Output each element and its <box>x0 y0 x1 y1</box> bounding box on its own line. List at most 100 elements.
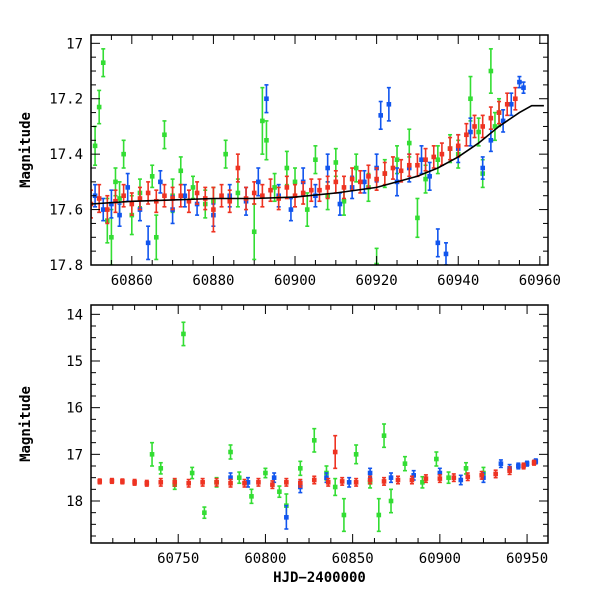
top-ticks <box>90 35 548 266</box>
data-point <box>288 197 294 222</box>
data-point <box>339 476 345 486</box>
data-point <box>236 471 242 485</box>
data-point <box>149 164 155 189</box>
data-point <box>264 84 269 114</box>
data-point <box>245 476 251 488</box>
x-tick-label: 60920 <box>356 273 398 289</box>
y-tick-label: 17 <box>66 36 83 52</box>
data-point <box>423 474 429 484</box>
x-tick-label: 60950 <box>506 551 548 567</box>
data-point <box>406 128 412 158</box>
data-point <box>137 186 143 211</box>
data-point <box>415 153 420 178</box>
data-point <box>158 169 163 194</box>
data-point <box>493 469 498 479</box>
data-point <box>446 471 451 485</box>
bottom-plot-frame <box>90 304 549 544</box>
data-point <box>162 183 167 208</box>
data-point <box>325 175 330 200</box>
x-tick-label: 60940 <box>437 273 479 289</box>
data-point <box>437 474 443 484</box>
data-point <box>292 183 298 208</box>
y-tick-label: 15 <box>66 354 83 370</box>
data-point <box>132 478 137 486</box>
data-point <box>402 455 408 472</box>
data-point <box>211 186 216 233</box>
data-point <box>381 476 387 486</box>
data-point <box>521 462 526 470</box>
data-point <box>153 214 159 261</box>
data-point <box>109 477 115 485</box>
data-point <box>388 472 394 484</box>
data-point <box>189 466 195 480</box>
data-point <box>153 189 159 214</box>
x-tick-label: 60800 <box>244 551 286 567</box>
data-point <box>264 120 269 161</box>
data-point <box>149 441 155 467</box>
data-point <box>251 181 257 205</box>
top-panel: 60860 60880 60900 60920 60940 60960 17 17.2 17.4… <box>18 34 561 289</box>
data-point <box>353 477 359 487</box>
data-point <box>120 478 125 485</box>
bottom-panel: 60750 60800 60850 60900 60950 14 15 16 17 18 Magni… <box>18 304 549 586</box>
data-point <box>178 183 184 208</box>
bottom-ticks <box>90 305 548 543</box>
data-point <box>390 156 396 180</box>
y-tick-label: 17 <box>66 447 83 463</box>
data-point <box>332 477 338 497</box>
y-tick-label: 17.2 <box>49 92 83 108</box>
data-point <box>92 125 98 167</box>
data-point <box>311 427 317 453</box>
x-tick-label: 60880 <box>192 273 234 289</box>
data-point <box>194 181 200 205</box>
data-point <box>260 86 265 155</box>
data-point <box>468 75 473 122</box>
data-point <box>249 488 254 505</box>
data-point <box>382 161 388 186</box>
y-tick-label: 17.6 <box>49 203 83 219</box>
data-point <box>419 145 424 175</box>
data-point <box>498 459 504 469</box>
data-point <box>298 478 303 488</box>
data-point <box>492 111 498 142</box>
data-point <box>256 477 261 487</box>
data-point <box>311 475 317 485</box>
data-point <box>129 192 135 216</box>
data-point <box>284 175 290 200</box>
data-point <box>251 203 257 261</box>
data-point <box>100 48 106 78</box>
data-point <box>409 475 415 485</box>
data-point <box>524 460 530 467</box>
data-point <box>214 477 219 487</box>
data-point <box>395 475 401 485</box>
data-point <box>284 504 289 530</box>
data-point <box>117 203 122 228</box>
data-point <box>284 477 289 487</box>
y-tick-label: 17.4 <box>49 147 83 163</box>
x-tick-label: 60900 <box>274 273 316 289</box>
data-point <box>496 100 502 125</box>
data-point <box>472 114 477 139</box>
data-point <box>434 451 439 467</box>
data-point <box>508 92 514 117</box>
data-point <box>504 92 510 117</box>
data-point <box>521 81 526 94</box>
data-point <box>227 189 233 214</box>
data-point <box>223 139 228 169</box>
data-point <box>423 147 428 172</box>
y-tick-label: 17.8 <box>49 258 83 274</box>
data-point <box>304 192 310 228</box>
data-point <box>186 478 191 488</box>
data-point <box>178 156 184 186</box>
data-point <box>182 183 188 208</box>
data-point <box>186 189 192 214</box>
data-point <box>219 183 224 208</box>
bottom-y-axis-label: Magnitude <box>18 386 34 462</box>
data-point <box>341 497 347 533</box>
data-point <box>270 480 275 490</box>
data-point <box>276 186 281 211</box>
data-point <box>181 321 186 347</box>
data-point <box>300 181 306 205</box>
data-point <box>479 470 485 480</box>
data-point <box>100 197 106 222</box>
